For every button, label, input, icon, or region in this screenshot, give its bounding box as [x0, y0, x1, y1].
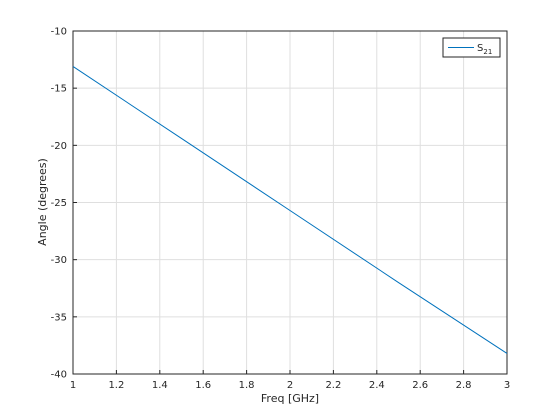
legend-label: S21: [477, 43, 492, 56]
x-tick-label: 2.8: [456, 380, 472, 391]
x-tick-label: 2.2: [325, 380, 341, 391]
data-line: [72, 66, 508, 354]
y-tick-label: -20: [51, 141, 67, 152]
y-tick-label: -10: [51, 27, 67, 38]
x-tick-label: 2.4: [369, 380, 385, 391]
y-tick-label: -25: [51, 198, 67, 209]
x-tick-label: 1.8: [239, 380, 255, 391]
x-tick-label: 1.6: [195, 380, 211, 391]
y-tick-label: -35: [51, 312, 67, 323]
x-tick-label: 3: [504, 380, 510, 391]
axes-box: [72, 30, 508, 375]
y-axis-label: Angle (degrees): [36, 158, 49, 246]
x-tick-label: 1.4: [152, 380, 168, 391]
x-tick-label: 2: [287, 380, 293, 391]
y-tick-label: -40: [51, 370, 67, 381]
x-axis-label: Freq [GHz]: [261, 392, 319, 405]
y-tick-label: -15: [51, 84, 67, 95]
y-tick-label: -30: [51, 255, 67, 266]
x-tick-label: 1: [70, 380, 76, 391]
x-tick-label: 1.2: [108, 380, 124, 391]
x-tick-label: 2.6: [412, 380, 428, 391]
